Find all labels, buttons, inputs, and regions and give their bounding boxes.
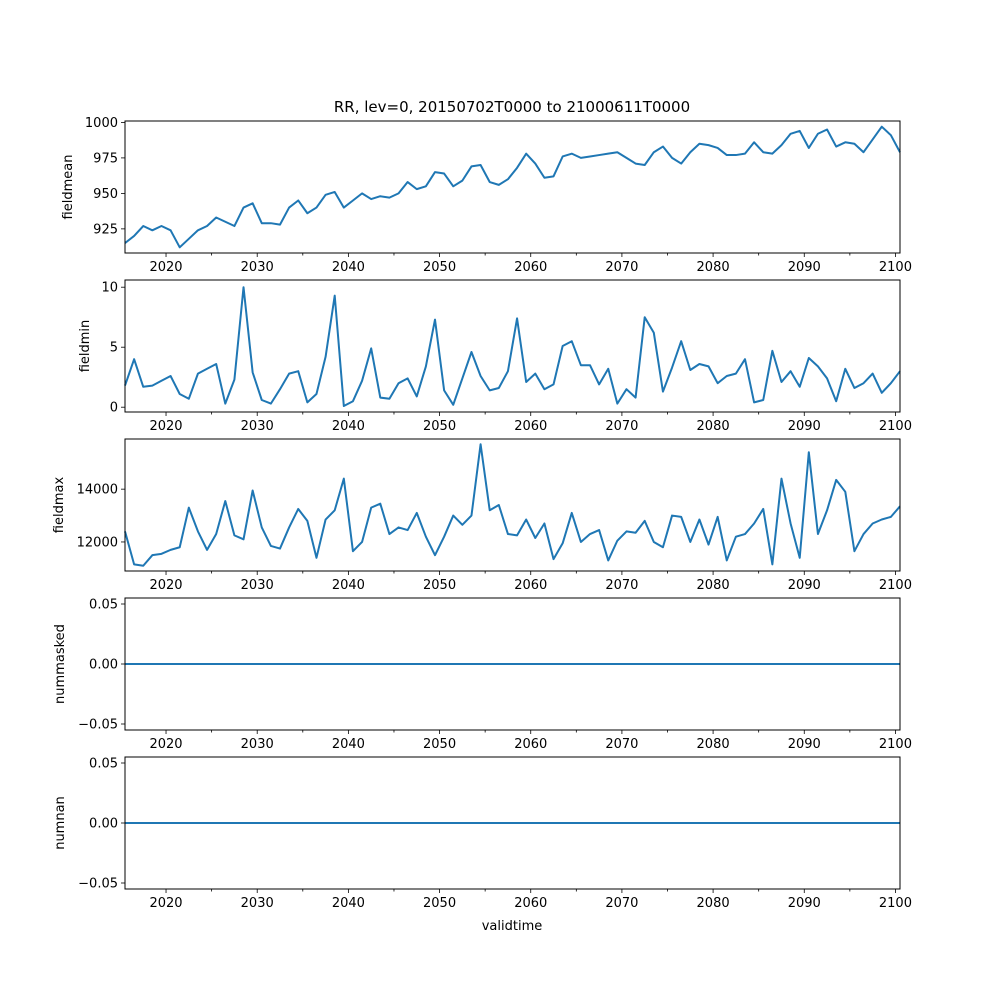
fieldmax-x-tick-label: 2090	[788, 578, 821, 593]
nummasked-x-tick-label: 2070	[605, 737, 638, 752]
fieldmax-x-tick-label: 2100	[879, 578, 912, 593]
fieldmax-y-axis-label: fieldmax	[52, 477, 67, 534]
nummasked-x-tick-label: 2020	[149, 737, 182, 752]
fieldmean-y-tick-label: 1000	[85, 116, 118, 131]
nummasked-x-tick-label: 2060	[514, 737, 547, 752]
fieldmin-x-tick-label: 2040	[332, 419, 365, 434]
nummasked-x-tick-label: 2100	[879, 737, 912, 752]
numnan-y-tick-label: 0.00	[89, 817, 118, 832]
nummasked-y-tick-label: −0.05	[78, 718, 118, 733]
fieldmax-axes-frame	[124, 438, 901, 572]
fieldmin-x-tick-label: 2090	[788, 419, 821, 434]
numnan-x-tick-label: 2090	[788, 896, 821, 911]
panel-fieldmin: 2020 2030 2040 2050 2060 2070 2080 2090 2100 0 5 10…	[78, 279, 912, 434]
nummasked-x-tick-label: 2080	[697, 737, 730, 752]
nummasked-y-axis-label: nummasked	[53, 624, 68, 704]
fieldmean-x-tick-label: 2080	[697, 260, 730, 275]
fieldmean-x-tick-label: 2100	[879, 260, 912, 275]
nummasked-x-tick-label: 2040	[332, 737, 365, 752]
fieldmin-series-line	[124, 286, 901, 407]
fieldmean-x-tick-label: 2090	[788, 260, 821, 275]
fieldmean-x-tick-label: 2060	[514, 260, 547, 275]
chart-title: RR, lev=0, 20150702T0000 to 21000611T000…	[334, 98, 690, 116]
fieldmax-x-tick-label: 2040	[332, 578, 365, 593]
fieldmin-x-tick-label: 2100	[879, 419, 912, 434]
fieldmin-x-tick-label: 2020	[149, 419, 182, 434]
fieldmin-axes-frame	[124, 279, 901, 413]
numnan-x-tick-label: 2050	[423, 896, 456, 911]
fieldmin-y-tick-label: 0	[110, 401, 118, 416]
nummasked-x-tick-label: 2030	[241, 737, 274, 752]
fieldmin-y-axis-label: fieldmin	[78, 320, 93, 373]
fieldmean-x-tick-label: 2040	[332, 260, 365, 275]
fieldmean-x-tick-label: 2050	[423, 260, 456, 275]
fieldmax-series-line	[124, 443, 901, 567]
numnan-x-tick-label: 2100	[879, 896, 912, 911]
fieldmin-y-tick-label: 10	[101, 281, 118, 296]
fieldmax-x-tick-label: 2050	[423, 578, 456, 593]
numnan-x-tick-label: 2080	[697, 896, 730, 911]
numnan-x-tick-label: 2030	[241, 896, 274, 911]
panel-nummasked: 2020 2030 2040 2050 2060 2070 2080 2090 2100 −0.0…	[53, 597, 912, 752]
fieldmin-y-tick-label: 5	[110, 341, 118, 356]
numnan-y-axis-label: numnan	[53, 796, 68, 850]
panel-fieldmean: 2020 2030 2040 2050 2060 2070 2080 2090 2100 925 9…	[61, 116, 912, 275]
panel-numnan: 2020 2030 2040 2050 2060 2070 2080 2090 2100 −0.0…	[53, 756, 912, 911]
nummasked-x-tick-label: 2050	[423, 737, 456, 752]
fieldmax-x-tick-label: 2030	[241, 578, 274, 593]
numnan-y-tick-label: −0.05	[78, 877, 118, 892]
fieldmax-x-tick-label: 2060	[514, 578, 547, 593]
nummasked-y-tick-label: 0.05	[89, 598, 118, 613]
fieldmin-x-tick-label: 2060	[514, 419, 547, 434]
fieldmin-x-tick-label: 2050	[423, 419, 456, 434]
panel-fieldmax: 2020 2030 2040 2050 2060 2070 2080 2090 2100 1200…	[52, 438, 912, 593]
fieldmean-y-tick-label: 975	[93, 151, 118, 166]
fieldmean-y-tick-label: 950	[93, 187, 118, 202]
numnan-x-tick-label: 2020	[149, 896, 182, 911]
fieldmax-x-tick-label: 2020	[149, 578, 182, 593]
fieldmax-x-tick-label: 2070	[605, 578, 638, 593]
fieldmin-x-tick-label: 2070	[605, 419, 638, 434]
fieldmean-y-axis-label: fieldmean	[61, 155, 76, 220]
fieldmax-x-tick-label: 2080	[697, 578, 730, 593]
numnan-x-tick-label: 2070	[605, 896, 638, 911]
x-axis-label: validtime	[482, 919, 543, 934]
fieldmax-y-tick-label: 14000	[77, 483, 118, 498]
numnan-y-tick-label: 0.05	[89, 757, 118, 772]
fieldmean-x-tick-label: 2030	[241, 260, 274, 275]
fieldmin-x-tick-label: 2080	[697, 419, 730, 434]
fieldmean-series-line	[124, 125, 901, 249]
nummasked-y-tick-label: 0.00	[89, 658, 118, 673]
fieldmean-axes-frame	[124, 120, 901, 254]
nummasked-x-tick-label: 2090	[788, 737, 821, 752]
fieldmean-x-tick-label: 2070	[605, 260, 638, 275]
fieldmean-x-tick-label: 2020	[149, 260, 182, 275]
fieldmean-y-tick-label: 925	[93, 222, 118, 237]
fieldmax-y-tick-label: 12000	[77, 535, 118, 550]
numnan-x-tick-label: 2040	[332, 896, 365, 911]
fieldmin-x-tick-label: 2030	[241, 419, 274, 434]
numnan-x-tick-label: 2060	[514, 896, 547, 911]
